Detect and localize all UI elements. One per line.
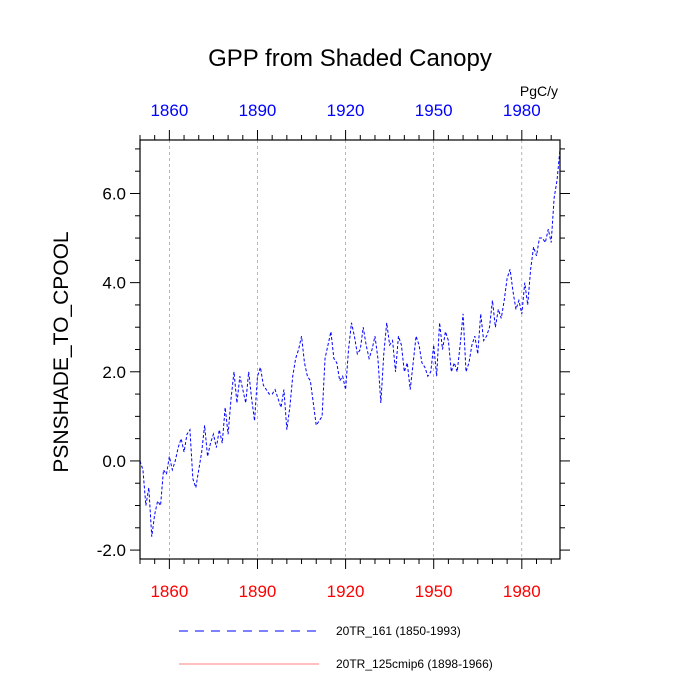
x-tick-label-top-3: 1950: [415, 101, 453, 120]
x-tick-label-top-1: 1890: [239, 101, 277, 120]
plot-lines: [139, 148, 561, 537]
x-tick-labels-bottom: 1860 1890 1920 1950 1980: [150, 582, 540, 601]
y-tick-label-0: -2.0: [97, 541, 126, 560]
x-tick-label-bottom-4: 1980: [503, 582, 541, 601]
plot-frame: [139, 139, 561, 560]
y-tick-label-3: 4.0: [102, 274, 126, 293]
x-tick-label-bottom-3: 1950: [415, 582, 453, 601]
x-tick-label-bottom-2: 1920: [327, 582, 365, 601]
x-tick-label-top-2: 1920: [327, 101, 365, 120]
y-tick-label-1: 0.0: [102, 452, 126, 471]
legend-label-series-0: 20TR_161 (1850-1993): [336, 624, 461, 638]
chart-title: GPP from Shaded Canopy: [208, 45, 492, 72]
x-tick-label-top-0: 1860: [150, 101, 188, 120]
x-tick-label-bottom-1: 1890: [239, 582, 277, 601]
grid-lines: [169, 140, 523, 559]
axis-ticks: [130, 130, 570, 569]
y-tick-label-2: 2.0: [102, 363, 126, 382]
x-tick-label-top-4: 1980: [503, 101, 541, 120]
legend-label-series-1: 20TR_125cmip6 (1898-1966): [336, 657, 493, 671]
x-tick-label-bottom-0: 1860: [150, 582, 188, 601]
legend: 20TR_161 (1850-1993) 20TR_125cmip6 (1898…: [179, 624, 493, 671]
y-tick-labels: -2.0 0.0 2.0 4.0 6.0: [97, 184, 126, 560]
y-tick-label-4: 6.0: [102, 184, 126, 203]
x-tick-labels-top: 1860 1890 1920 1950 1980: [150, 101, 540, 120]
y-axis-label: PSNSHADE_TO_CPOOL: [50, 231, 73, 472]
chart-units: PgC/y: [520, 83, 558, 99]
series-line-0: [139, 148, 561, 537]
